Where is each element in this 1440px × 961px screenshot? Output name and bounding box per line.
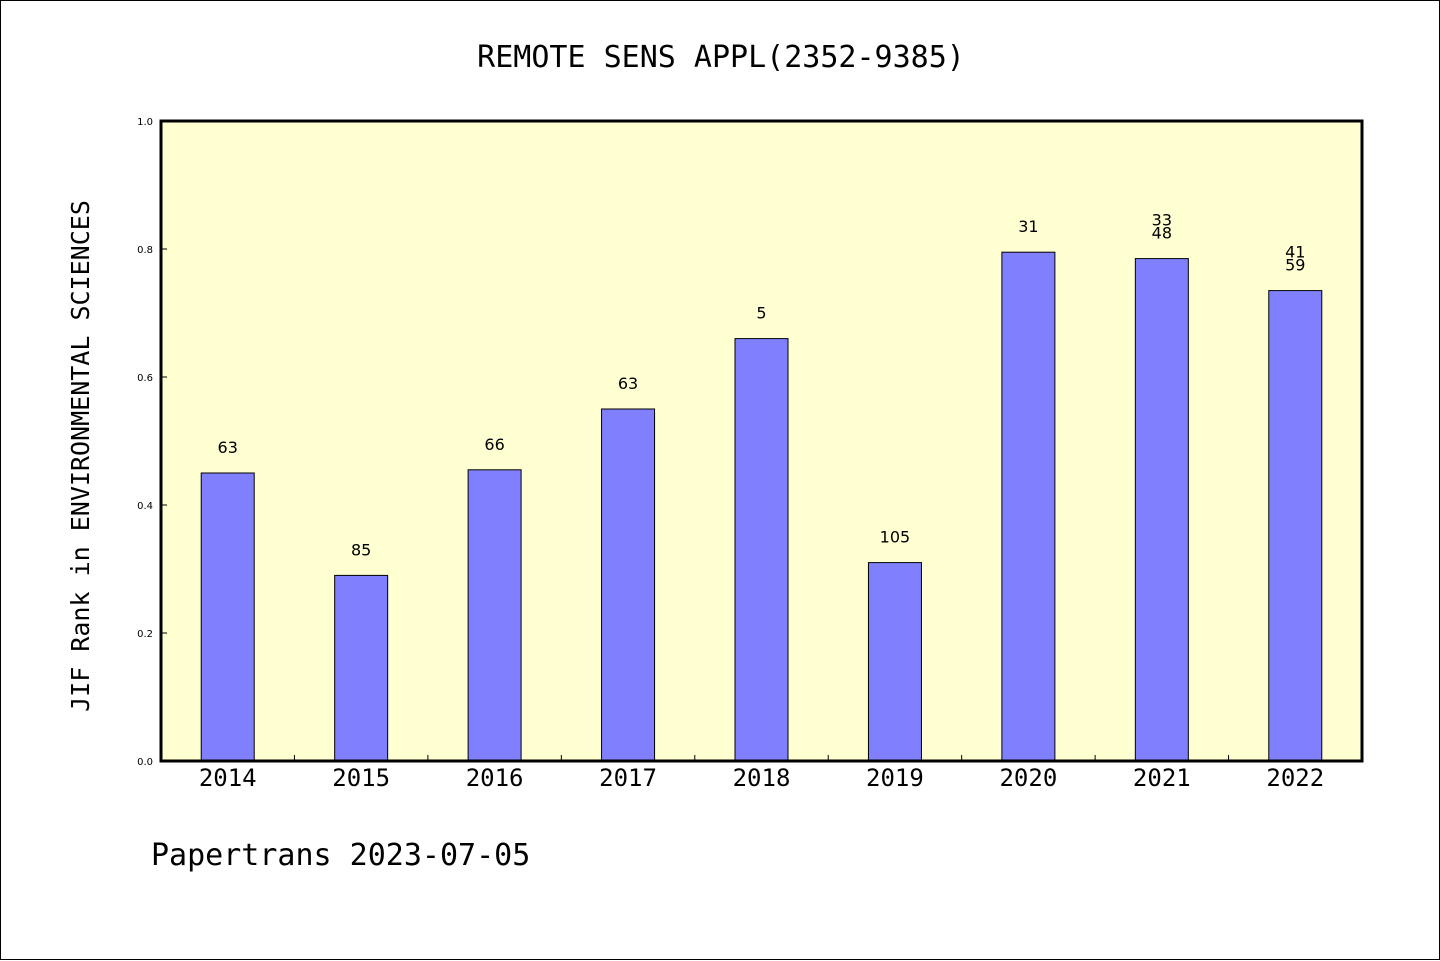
x-tick-label: 2017: [599, 764, 657, 792]
x-tick-label: 2015: [332, 764, 390, 792]
y-tick-label: 0.8: [137, 245, 153, 256]
bar-data-label: 59: [1285, 256, 1305, 275]
bar-data-label: 63: [618, 374, 638, 393]
x-tick-label: 2016: [466, 764, 524, 792]
x-tick-label: 2021: [1133, 764, 1191, 792]
bar-2020: [1001, 251, 1056, 762]
x-tick-label: 2022: [1266, 764, 1324, 792]
y-tick-label: 0.6: [137, 373, 153, 384]
bar-data-label: 63: [218, 438, 238, 457]
bar-2017: [601, 408, 656, 762]
y-tick-label: 0.2: [137, 629, 153, 640]
bar-2019: [867, 562, 922, 762]
chart-title: REMOTE SENS APPL(2352-9385): [477, 40, 965, 75]
bar-2018: [734, 338, 789, 762]
y-tick-label: 1.0: [137, 117, 153, 128]
y-tick-label: 0.4: [137, 501, 153, 512]
bar-data-label: 105: [880, 528, 911, 547]
bar-2016: [467, 469, 522, 762]
bar-data-label: 66: [484, 435, 504, 454]
bar-data-label: 41: [1285, 243, 1305, 262]
bar-2014: [200, 472, 255, 762]
x-tick-label: 2018: [733, 764, 791, 792]
bar-data-label: 85: [351, 540, 371, 559]
x-tick-label: 2014: [199, 764, 257, 792]
x-tick-label: 2019: [866, 764, 924, 792]
bar-data-label: 5: [756, 304, 766, 323]
bars-group: [200, 251, 1323, 762]
bar-data-label: 31: [1018, 217, 1038, 236]
bar-2015: [334, 574, 389, 762]
footer-caption: Papertrans 2023-07-05: [151, 838, 530, 873]
x-tick-label: 2020: [999, 764, 1057, 792]
bar-2021: [1134, 258, 1189, 762]
bar-data-label: 48: [1152, 224, 1172, 243]
y-axis-label: JIF Rank in ENVIRONMENTAL SCIENCES: [66, 200, 95, 712]
bar-data-label: 33: [1152, 211, 1172, 230]
y-tick-label: 0.0: [137, 757, 153, 768]
bar-2022: [1268, 290, 1323, 762]
x-axis-ticks: 2014 2015 2016 2017 2018 2019 2020 2021 2022: [199, 755, 1324, 792]
plot-border: [159, 119, 1364, 763]
